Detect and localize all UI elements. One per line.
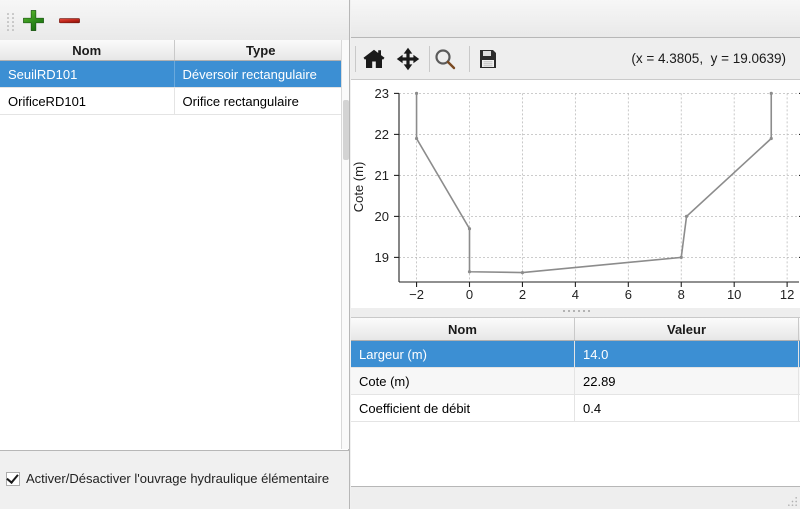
svg-text:4: 4 xyxy=(572,287,579,302)
svg-text:19: 19 xyxy=(375,250,389,265)
svg-text:12: 12 xyxy=(780,287,794,302)
svg-text:23: 23 xyxy=(375,86,389,101)
svg-text:−2: −2 xyxy=(409,287,424,302)
svg-text:21: 21 xyxy=(375,168,389,183)
svg-text:20: 20 xyxy=(375,209,389,224)
svg-text:8: 8 xyxy=(678,287,685,302)
svg-text:10: 10 xyxy=(727,287,741,302)
svg-text:6: 6 xyxy=(625,287,632,302)
svg-text:2: 2 xyxy=(519,287,526,302)
svg-text:Cote (m): Cote (m) xyxy=(351,162,366,213)
svg-text:0: 0 xyxy=(466,287,473,302)
svg-text:22: 22 xyxy=(375,127,389,142)
